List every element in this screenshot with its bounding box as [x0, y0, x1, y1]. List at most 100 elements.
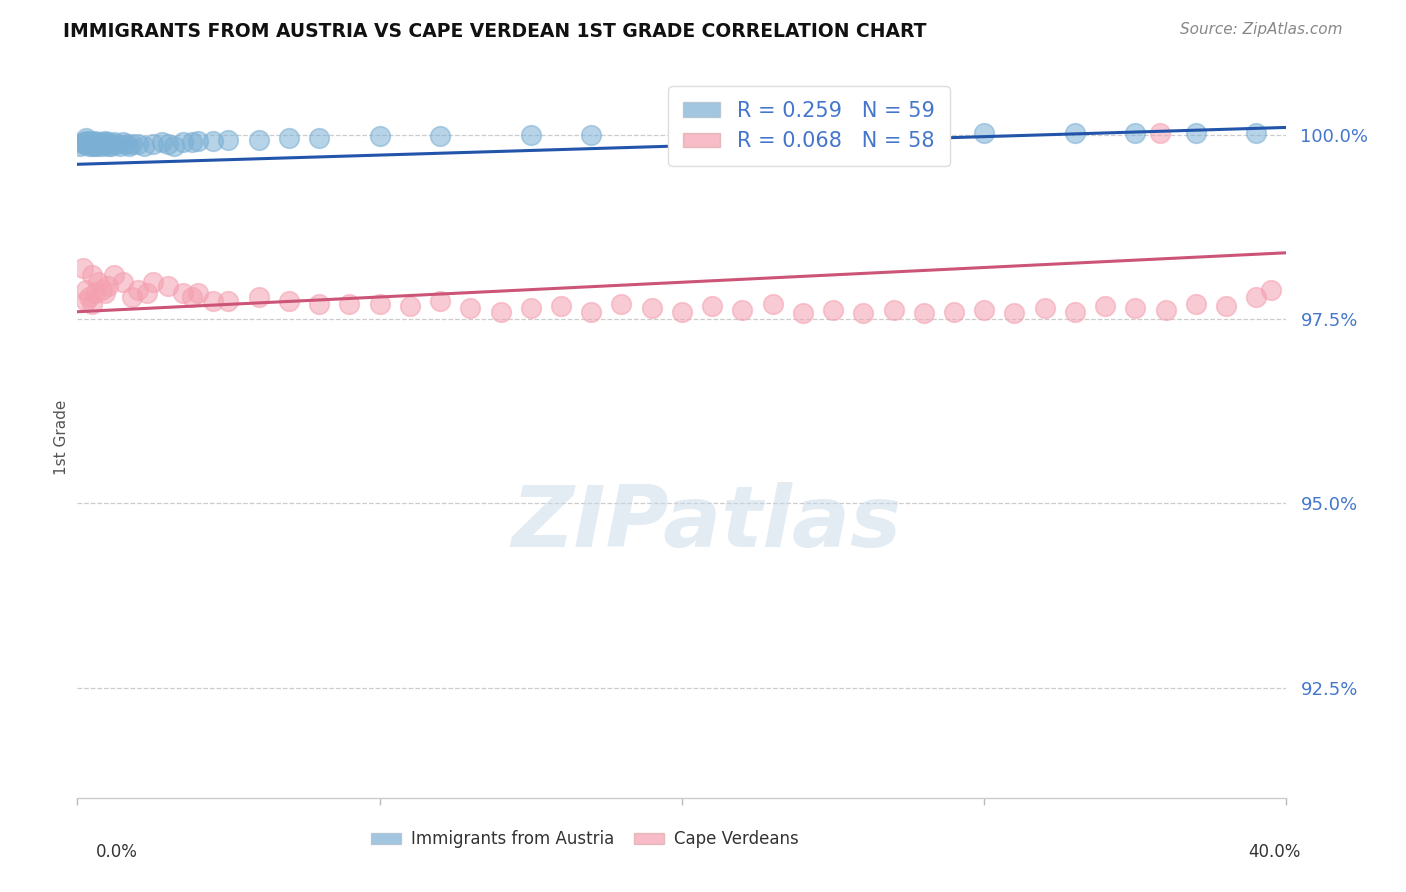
- Point: [103, 135, 125, 149]
- Point: [1064, 304, 1087, 318]
- Point: [82, 297, 104, 311]
- Point: [127, 136, 149, 151]
- Point: [1004, 306, 1026, 320]
- Point: [157, 279, 180, 293]
- Point: [581, 128, 603, 142]
- Point: [762, 126, 785, 140]
- Point: [75, 131, 97, 145]
- Point: [1149, 126, 1171, 140]
- Point: [79, 290, 101, 304]
- Point: [1184, 297, 1206, 311]
- Point: [82, 268, 104, 282]
- Point: [218, 133, 240, 147]
- Point: [135, 286, 157, 301]
- Point: [87, 136, 110, 151]
- Point: [337, 297, 360, 311]
- Point: [202, 293, 225, 308]
- Point: [100, 139, 122, 153]
- Point: [187, 286, 209, 301]
- Point: [308, 297, 330, 311]
- Point: [429, 129, 451, 144]
- Point: [821, 303, 844, 318]
- Point: [87, 275, 110, 289]
- Point: [142, 136, 165, 151]
- Point: [79, 134, 101, 148]
- Point: [121, 290, 143, 304]
- Point: [218, 293, 240, 308]
- Point: [429, 293, 451, 308]
- Point: [75, 134, 97, 148]
- Point: [581, 304, 603, 318]
- Point: [103, 268, 125, 282]
- Point: [942, 304, 965, 318]
- Point: [731, 303, 754, 318]
- Point: [96, 279, 118, 293]
- Point: [96, 139, 118, 153]
- Point: [181, 135, 204, 149]
- Point: [111, 135, 134, 149]
- Point: [247, 133, 270, 147]
- Point: [1246, 126, 1268, 140]
- Point: [84, 134, 107, 148]
- Point: [79, 139, 101, 153]
- Point: [87, 139, 110, 153]
- Point: [852, 306, 875, 320]
- Point: [883, 303, 905, 318]
- Point: [520, 128, 543, 142]
- Point: [121, 136, 143, 151]
- Point: [202, 134, 225, 148]
- Point: [1154, 303, 1177, 318]
- Point: [489, 304, 512, 318]
- Point: [93, 134, 115, 148]
- Point: [1184, 126, 1206, 140]
- Point: [72, 136, 94, 151]
- Point: [90, 283, 112, 297]
- Text: 40.0%: 40.0%: [1249, 843, 1301, 861]
- Point: [172, 135, 194, 149]
- Point: [84, 286, 107, 301]
- Point: [762, 297, 785, 311]
- Point: [72, 135, 94, 149]
- Text: 0.0%: 0.0%: [96, 843, 138, 861]
- Point: [278, 131, 301, 145]
- Point: [247, 290, 270, 304]
- Point: [1215, 299, 1237, 313]
- Point: [163, 139, 186, 153]
- Point: [75, 136, 97, 151]
- Point: [458, 301, 481, 315]
- Point: [75, 293, 97, 308]
- Point: [1246, 290, 1268, 304]
- Point: [610, 297, 633, 311]
- Point: [75, 283, 97, 297]
- Point: [852, 126, 875, 140]
- Y-axis label: 1st Grade: 1st Grade: [53, 400, 69, 475]
- Point: [93, 286, 115, 301]
- Point: [912, 306, 935, 320]
- Point: [181, 290, 204, 304]
- Point: [973, 303, 995, 318]
- Point: [82, 135, 104, 149]
- Point: [520, 301, 543, 315]
- Point: [72, 260, 94, 275]
- Point: [118, 139, 141, 153]
- Point: [671, 304, 693, 318]
- Point: [1033, 301, 1056, 315]
- Point: [973, 126, 995, 140]
- Point: [105, 136, 128, 151]
- Point: [84, 136, 107, 151]
- Point: [641, 301, 664, 315]
- Point: [278, 293, 301, 308]
- Point: [792, 306, 814, 320]
- Point: [114, 136, 136, 151]
- Point: [96, 135, 118, 149]
- Point: [127, 283, 149, 297]
- Point: [702, 299, 724, 313]
- Point: [100, 136, 122, 151]
- Point: [150, 135, 173, 149]
- Point: [157, 136, 180, 151]
- Text: IMMIGRANTS FROM AUSTRIA VS CAPE VERDEAN 1ST GRADE CORRELATION CHART: IMMIGRANTS FROM AUSTRIA VS CAPE VERDEAN …: [63, 22, 927, 41]
- Point: [90, 135, 112, 149]
- Point: [79, 135, 101, 149]
- Point: [1094, 299, 1116, 313]
- Point: [93, 136, 115, 151]
